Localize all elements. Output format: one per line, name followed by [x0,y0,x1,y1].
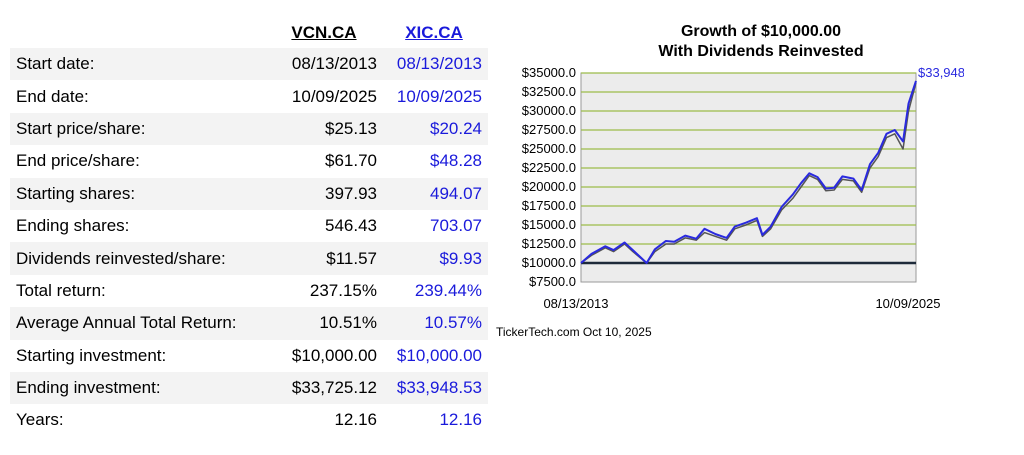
table-row: End date: 10/09/2025 10/09/2025 [10,80,488,112]
end-value-label: $33,948.53 [918,65,964,80]
row-label: Dividends reinvested/share: [10,242,268,275]
row-value-xic: $20.24 [380,112,488,146]
row-value-xic: $9.93 [380,242,488,275]
row-value-vcn: 546.43 [325,216,377,236]
row-value-xic: 10.57% [380,307,488,340]
row-label: Start date: [10,48,268,81]
row-value-vcn: $11.57 [268,242,380,275]
row-value-xic: 08/13/2013 [380,48,488,81]
performance-table-container: VCN.CA XIC.CA Start date: 08/13/2013 08/13… [10,18,488,437]
y-tick-label: $30000.0 [522,103,576,118]
row-label: End price/share: [16,151,140,171]
row-value-xic: $48.28 [430,151,482,171]
y-tick-label: $15000.0 [522,217,576,232]
table-row: End price/share: $61.70 $48.28 [10,145,488,177]
y-tick-label: $10000.0 [522,255,576,270]
table-row: Start date: 08/13/2013 08/13/2013 [10,48,488,81]
table-row: Total return: 237.15% 239.44% [10,275,488,307]
row-value-vcn: 08/13/2013 [268,48,380,81]
row-label: Total return: [16,280,106,300]
table-row: Years: 12.16 12.16 [10,404,488,436]
y-tick-label: $25000.0 [522,141,576,156]
row-value-vcn: $10,000.00 [291,345,377,365]
row-label: Starting investment: [16,345,167,365]
row-value-xic: 10/09/2025 [396,86,482,106]
row-value-xic: 239.44% [414,280,482,300]
y-tick-label: $35000.0 [522,65,576,80]
row-label: Start price/share: [10,112,268,146]
plot-area: $7500.0 $10000.0 $12500.0 $15000.0 $17500.0 $… [522,65,964,289]
y-tick-label: $27500.0 [522,122,576,137]
table-row: Average Annual Total Return: 10.51% 10.57% [10,307,488,340]
row-value-vcn: $33,725.12 [268,371,380,405]
table-row: Ending shares: 546.43 703.07 [10,210,488,242]
row-value-vcn: 10.51% [268,307,380,340]
x-tick-start: 08/13/2013 [543,296,608,311]
row-value-xic: $10,000.00 [396,345,482,365]
row-value-xic: 703.07 [430,216,482,236]
table-row: Starting shares: 397.93 494.07 [10,177,488,210]
xic-ticker-link[interactable]: XIC.CA [405,23,463,42]
y-tick-label: $22500.0 [522,160,576,175]
row-value-vcn: 237.15% [309,280,377,300]
y-tick-label: $17500.0 [522,198,576,213]
row-label: Ending shares: [16,216,130,236]
row-value-vcn: 397.93 [268,177,380,210]
row-label: Starting shares: [10,177,268,210]
vcn-ticker-link[interactable]: VCN.CA [291,23,357,42]
plot-background [580,72,917,283]
header-vcn: VCN.CA [268,18,380,48]
table-row: Dividends reinvested/share: $11.57 $9.93 [10,242,488,275]
row-value-xic: $33,948.53 [380,371,488,405]
row-value-vcn: 12.16 [334,410,377,430]
series-line-xic [580,80,917,264]
y-tick-label: $12500.0 [522,236,576,251]
row-value-vcn: $25.13 [268,112,380,146]
header-xic: XIC.CA [380,18,488,48]
performance-table: VCN.CA XIC.CA Start date: 08/13/2013 08/13… [10,18,488,437]
header-spacer [10,18,268,48]
row-value-vcn: $61.70 [325,151,377,171]
growth-chart: Growth of $10,000.00 With Dividends Rein… [496,23,964,339]
chart-credit: TickerTech.com Oct 10, 2025 [496,325,652,339]
x-tick-end: 10/09/2025 [875,296,940,311]
row-value-xic: 12.16 [439,410,482,430]
row-value-xic: 494.07 [380,177,488,210]
table-row: Ending investment: $33,725.12 $33,948.53 [10,371,488,405]
table-header-row: VCN.CA XIC.CA [10,18,488,48]
row-value-vcn: 10/09/2025 [291,86,377,106]
table-row: Start price/share: $25.13 $20.24 [10,112,488,146]
row-label: Average Annual Total Return: [10,307,268,340]
y-tick-label: $32500.0 [522,84,576,99]
chart-title-line-2: With Dividends Reinvested [658,43,863,60]
y-tick-label: $20000.0 [522,179,576,194]
row-label: Ending investment: [10,371,268,405]
table-body: Start date: 08/13/2013 08/13/2013 End date:… [10,48,488,437]
y-tick-label: $7500.0 [529,274,576,289]
table-row: Starting investment: $10,000.00 $10,000.00 [10,340,488,372]
row-label: Years: [16,410,64,430]
chart-title-line-1: Growth of $10,000.00 [681,23,841,40]
row-label: End date: [16,86,89,106]
